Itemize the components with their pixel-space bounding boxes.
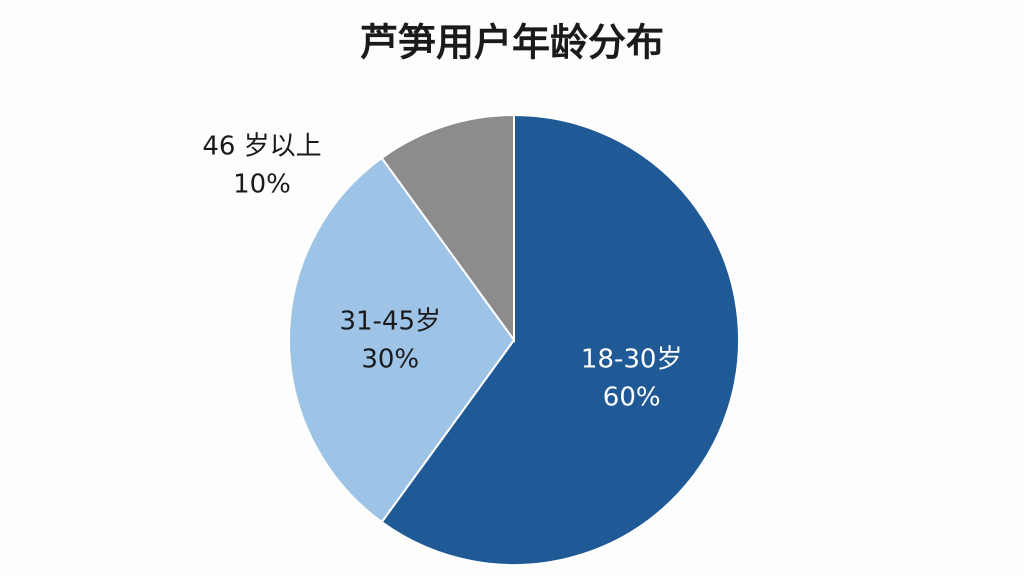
slice-label: 46 岁以上 bbox=[202, 132, 321, 162]
pie-slice bbox=[380, 113, 740, 566]
pie-slice bbox=[380, 113, 515, 344]
slice-value-label: 30% bbox=[361, 345, 419, 375]
slice-label: 18-30岁 bbox=[581, 345, 683, 375]
slice-label: 31-45岁 bbox=[339, 307, 441, 337]
slice-value-label: 60% bbox=[603, 383, 661, 413]
slice-value-label: 10% bbox=[233, 170, 291, 200]
chart-title: 芦笋用户年龄分布 bbox=[360, 21, 664, 65]
pie-slice bbox=[287, 156, 516, 524]
